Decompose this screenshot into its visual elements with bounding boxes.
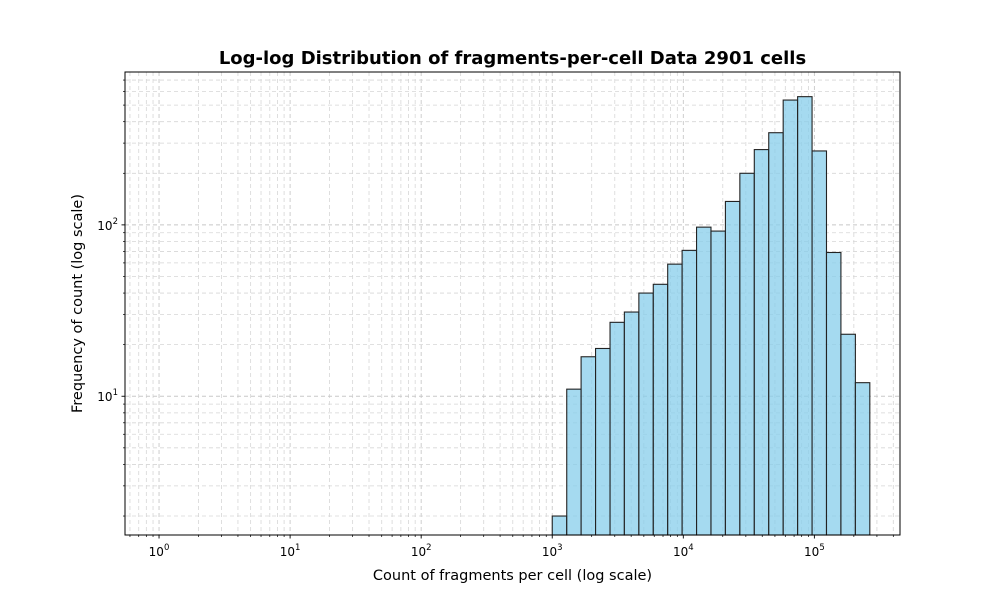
bars	[551, 96, 871, 536]
x-tick-label: 102	[411, 543, 432, 559]
histogram-bar	[825, 251, 842, 536]
histogram-bar	[811, 150, 828, 536]
histogram-bar	[768, 132, 784, 536]
x-tick-label: 101	[280, 543, 301, 559]
x-tick-label: 103	[542, 543, 563, 559]
histogram-bar	[782, 99, 799, 536]
histogram-bar	[652, 283, 669, 536]
histogram-bar	[580, 356, 597, 536]
y-axis-label: Frequency of count (log scale)	[70, 194, 86, 413]
histogram-bar	[739, 172, 755, 536]
histogram-bar	[623, 311, 640, 536]
x-tick-label: 104	[673, 543, 694, 559]
axis-ticks	[121, 79, 894, 539]
histogram-bar	[594, 347, 611, 536]
y-tick-label: 102	[97, 217, 118, 233]
histogram-bar	[710, 230, 726, 536]
histogram-bar	[681, 249, 698, 536]
x-tick-label: 100	[149, 543, 170, 559]
histogram-bar	[551, 515, 568, 536]
chart-title: Log-log Distribution of fragments-per-ce…	[219, 48, 806, 69]
histogram-bar	[638, 292, 654, 536]
histogram-bar	[753, 149, 770, 536]
histogram-bar	[840, 333, 856, 536]
x-axis-label: Count of fragments per cell (log scale)	[373, 568, 652, 584]
histogram-bar	[724, 200, 741, 536]
histogram-bar	[566, 388, 582, 536]
histogram-bar	[667, 263, 683, 536]
tick-labels: 100 101 102 103 104 105 101 102	[97, 217, 824, 559]
histogram-bar	[696, 226, 712, 536]
histogram-bar	[609, 321, 625, 536]
histogram-bar	[854, 382, 871, 536]
y-tick-label: 101	[97, 388, 118, 404]
x-tick-label: 105	[804, 543, 825, 559]
histogram-bar	[797, 96, 813, 536]
